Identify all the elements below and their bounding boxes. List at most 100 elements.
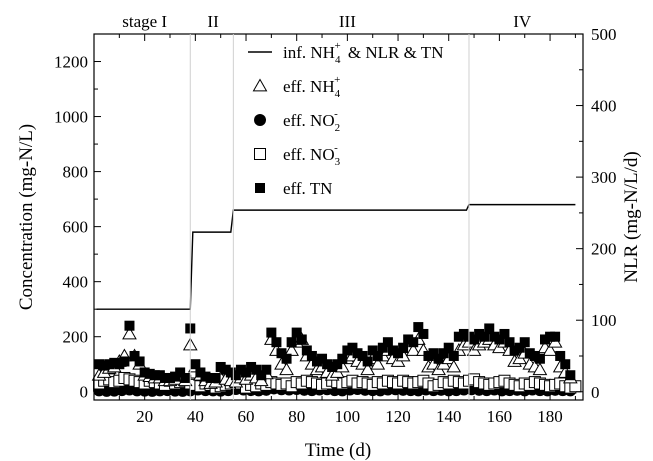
data-point — [560, 359, 571, 370]
x-axis-label: Time (d) — [305, 440, 371, 461]
y-tick-label: 0 — [80, 383, 89, 402]
data-point — [352, 348, 363, 359]
legend-label: eff. NH4 + — [283, 74, 341, 100]
data-point — [306, 350, 317, 361]
data-point — [382, 337, 393, 348]
legend-label-main: eff. NH — [283, 77, 335, 96]
legend-label-superscript: - — [334, 142, 338, 154]
data-point — [296, 334, 307, 345]
data-point — [256, 370, 267, 381]
data-point — [327, 361, 338, 372]
plot-frame — [93, 33, 584, 401]
legend-symbol — [254, 114, 266, 126]
data-point — [134, 356, 145, 367]
data-point — [387, 345, 398, 356]
data-point — [154, 370, 165, 381]
data-point — [251, 364, 262, 375]
data-point — [555, 350, 566, 361]
y-tick-label: 400 — [63, 273, 89, 292]
plot-marks — [91, 203, 582, 397]
data-point — [104, 359, 115, 370]
data-point — [301, 345, 312, 356]
data-point — [362, 356, 373, 367]
data-point — [99, 360, 110, 371]
data-point — [446, 359, 462, 373]
data-point — [453, 331, 464, 342]
data-point — [266, 327, 277, 338]
y2-tick-label: 200 — [591, 240, 617, 259]
data-point — [284, 342, 299, 356]
data-point — [509, 345, 520, 356]
data-point — [286, 337, 297, 348]
data-point — [504, 337, 515, 348]
stage-label: IV — [513, 12, 532, 31]
data-point — [124, 320, 135, 331]
data-point — [377, 342, 388, 353]
data-point — [261, 364, 272, 375]
data-point — [195, 367, 206, 378]
data-point — [489, 331, 500, 342]
y2-tick-label: 0 — [591, 383, 600, 402]
data-point — [317, 353, 328, 364]
legend-label-subscript: 4 — [335, 54, 341, 66]
x-tick-label: 40 — [187, 407, 204, 426]
data-point — [398, 342, 409, 353]
x-tick-label: 120 — [385, 407, 411, 426]
stage-boundaries — [189, 34, 470, 400]
y2-tick-label: 300 — [591, 168, 617, 187]
series-line-inf-nh4-nlr-tn — [96, 203, 576, 310]
x-tick-label: 180 — [537, 407, 563, 426]
x-tick-label: 60 — [238, 407, 255, 426]
data-point — [230, 370, 241, 381]
data-point — [423, 350, 434, 361]
data-point — [529, 350, 540, 361]
legend-entry: eff. NO2 - — [254, 108, 340, 134]
x-tick-label: 160 — [487, 407, 513, 426]
data-point — [279, 362, 294, 376]
data-point — [165, 372, 176, 383]
legend-symbol — [254, 148, 266, 160]
data-point — [114, 359, 125, 370]
data-point — [139, 367, 150, 378]
data-point — [438, 348, 449, 359]
legend-entry: eff. NH4 + — [252, 74, 341, 100]
data-point — [337, 353, 348, 364]
data-point — [190, 359, 201, 370]
data-point — [347, 342, 358, 353]
y-tick-label: 800 — [63, 163, 89, 182]
data-point — [545, 331, 556, 342]
legend-label-superscript: + — [334, 74, 340, 86]
legend-label: eff. NO2 - — [283, 108, 340, 134]
data-point — [122, 326, 137, 340]
data-point — [428, 348, 439, 359]
data-point — [109, 357, 120, 368]
x-axis: 20 40 60 80 100 120 140 160 180 — [118, 34, 576, 426]
data-point — [448, 350, 459, 361]
data-point — [129, 350, 140, 361]
data-point — [215, 361, 226, 372]
legend-symbol — [255, 183, 265, 193]
legend-entry: inf. NH4 + & NLR & TN — [248, 40, 443, 66]
legend-label: inf. NH4 + & NLR & TN — [283, 40, 443, 66]
data-point — [405, 342, 421, 356]
legend-label-subscript: 2 — [335, 122, 341, 134]
legend-label-main: inf. NH — [283, 43, 335, 62]
data-point — [200, 371, 211, 382]
data-point — [241, 367, 252, 378]
x-tick-label: 140 — [436, 407, 462, 426]
legend-label-superscript: + — [334, 40, 340, 52]
legend-label-main: eff. NO — [283, 145, 335, 164]
data-point — [408, 337, 419, 348]
data-point — [276, 348, 287, 359]
data-point — [494, 334, 505, 345]
data-point — [418, 328, 429, 339]
data-point — [372, 350, 383, 361]
y2-axis-label: NLR (mg-N/L/d) — [621, 151, 642, 282]
y-axis-left: 0 200 400 600 800 1000 1200 — [54, 53, 101, 402]
legend-label: eff. NO3 - — [283, 142, 341, 168]
data-point — [180, 372, 191, 383]
data-point — [149, 370, 160, 381]
data-point — [469, 334, 480, 345]
data-point — [524, 348, 535, 359]
